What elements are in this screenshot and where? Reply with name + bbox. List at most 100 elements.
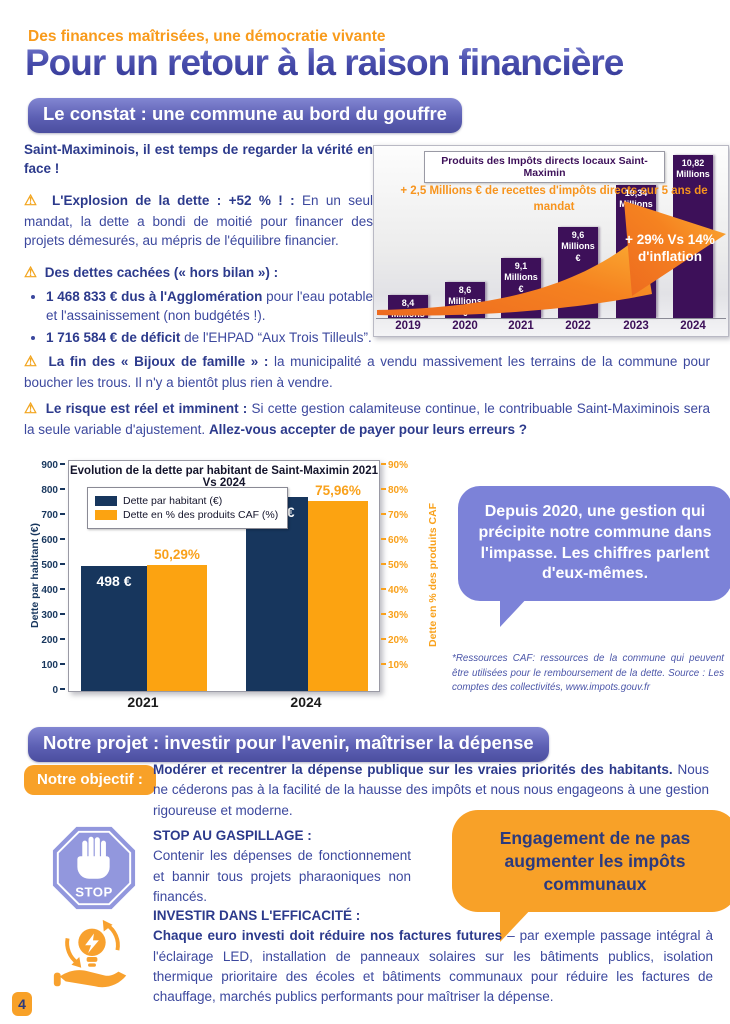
arrow-label-line1: + 29% Vs 14%: [625, 232, 715, 247]
legend-item: Dette par habitant (€): [95, 495, 278, 507]
y-tick-right: 60%: [381, 535, 408, 546]
warning-icon: ⚠: [24, 193, 41, 210]
investir-title: INVESTIR DANS L'EFFICACITÉ :: [153, 908, 361, 923]
bar-value-label: 10,82 Millions: [676, 158, 710, 180]
list-item-ehpad: 1 716 584 € de déficit de l'EHPAD “Aux T…: [46, 328, 373, 347]
bar-2022: 9,6 Millions €: [558, 227, 598, 318]
explosion-body: En un seul mandat, la dette a bondi de m…: [24, 193, 373, 249]
investir-body-paragraph: Chaque euro investi doit réduire nos fac…: [153, 926, 713, 1007]
investir-block: INVESTIR DANS L'EFFICACITÉ : Chaque euro…: [153, 906, 713, 1007]
warning-icon: ⚠: [24, 354, 39, 370]
dettes-lead: Des dettes cachées (« hors bilan ») :: [44, 265, 279, 281]
legend-swatch-orange: [95, 510, 117, 520]
stop-gaspillage-block: STOP AU GASPILLAGE : Contenir les dépens…: [153, 826, 411, 907]
bar-2019: 8,4 Millions €: [388, 295, 428, 331]
page-title: Pour un retour à la raison financière: [25, 42, 624, 83]
x-tick-label: 2022: [565, 320, 591, 332]
y-tick-left: 0: [52, 685, 65, 696]
bar-2021: 9,1 Millions €: [501, 258, 541, 318]
bar-value-label: 9,6 Millions €: [561, 230, 595, 263]
chart-legend: Dette par habitant (€) Dette en % des pr…: [87, 487, 289, 529]
y-tick-right: 50%: [381, 560, 408, 571]
bar-2021-euros: 498 €: [81, 566, 147, 691]
investir-body: – par exemple passage intégral à l'éclai…: [153, 928, 713, 1004]
dettes-lead-paragraph: ⚠ Des dettes cachées (« hors bilan ») :: [24, 263, 373, 284]
chart-bars-area: 498 €50,29%775 €75,96%: [69, 461, 379, 691]
section-header-projet: Notre projet : investir pour l'avenir, m…: [28, 727, 549, 762]
y-axis-left-ticks: 0 100 200 300 400 500 600 700 800 900: [35, 460, 65, 696]
eyebrow-tagline: Des finances maîtrisées, une démocratie …: [28, 28, 386, 45]
x-axis-label-2021: 2021: [127, 694, 159, 710]
x-tick-label: 2024: [680, 320, 706, 332]
y-tick-right: 90%: [381, 460, 408, 471]
arrow-label: + 29% Vs 14% d'inflation: [614, 232, 726, 266]
stop-sign-icon: STOP: [50, 824, 138, 917]
y-tick-left: 800: [41, 485, 65, 496]
y-tick-left: 600: [41, 535, 65, 546]
constat-text-column: Saint-Maximinois, il est temps de regard…: [24, 140, 373, 350]
bullet-bold: 1 468 833 € dus à l'Agglomération: [46, 288, 263, 304]
y-axis-left-label: Dette par habitant (€): [29, 522, 41, 628]
investir-bold: Chaque euro investi doit réduire nos fac…: [153, 928, 503, 944]
chart-dette-habitant: Evolution de la dette par habitant de Sa…: [29, 452, 447, 718]
y-tick-right: 80%: [381, 485, 408, 496]
y-tick-left: 900: [41, 460, 65, 471]
objectif-paragraph: Modérer et recentrer la dépense publique…: [153, 760, 709, 821]
warning-icon: ⚠: [24, 401, 38, 417]
objectif-badge: Notre objectif :: [24, 765, 156, 795]
chart-title: Produits des Impôts directs locaux Saint…: [424, 151, 665, 183]
efficiency-bulb-icon: [48, 912, 136, 1005]
x-tick-label: 2019: [395, 320, 421, 332]
stop-title: STOP AU GASPILLAGE :: [153, 828, 312, 843]
arrow-label-line2: d'inflation: [638, 248, 702, 264]
bar-value-label: 9,1 Millions €: [504, 261, 538, 294]
footnote-caf: *Ressources CAF: ressources de la commun…: [452, 653, 724, 694]
risque-body: Si cette gestion calamiteuse continue, l…: [24, 401, 710, 438]
y-tick-right: 40%: [381, 585, 408, 596]
bullet-rest: de l'EHPAD “Aux Trois Tilleuls”.: [180, 330, 372, 346]
chart-annotation: + 2,5 Millions € de recettes d'impôts di…: [400, 185, 708, 213]
engagement-bubble: Engagement de ne pas augmenter les impôt…: [452, 810, 730, 943]
y-tick-right: 10%: [381, 660, 408, 671]
stop-body: Contenir les dépenses de fonctionnement …: [153, 848, 411, 904]
bar-2024-pct: [308, 501, 368, 691]
legend-swatch-navy: [95, 496, 117, 506]
legend-label: Dette en % des produits CAF (%): [123, 509, 279, 521]
bullet-rest: pour l'eau potable et l'assainissement (…: [46, 288, 373, 323]
bijoux-paragraph: ⚠ La fin des « Bijoux de famille » : la …: [24, 352, 710, 393]
y-axis-right-label: Dette en % des produits CAF: [427, 502, 439, 648]
dettes-list: 1 468 833 € dus à l'Agglomération pour l…: [24, 287, 373, 347]
section-header-constat: Le constat : une commune au bord du gouf…: [28, 98, 462, 133]
bijoux-lead: La fin des « Bijoux de famille » :: [48, 354, 269, 369]
y-tick-right: 20%: [381, 635, 408, 646]
bar-value-label: 498 €: [96, 573, 132, 589]
page-number-badge: 4: [12, 992, 32, 1016]
explosion-lead: L'Explosion de la dette : +52 % ! :: [52, 193, 295, 209]
y-tick-right: 70%: [381, 510, 408, 521]
bar-2021-pct: [147, 565, 207, 691]
warning-icon: ⚠: [24, 265, 37, 282]
objectif-body: Nous ne céderons pas à la facilité de la…: [153, 762, 709, 818]
x-axis-line: [376, 318, 726, 319]
bar-value-label: 50,29%: [154, 547, 200, 562]
y-tick-left: 400: [41, 585, 65, 596]
y-tick-right: 30%: [381, 610, 408, 621]
risque-question: Allez-vous accepter de payer pour leurs …: [208, 422, 528, 438]
bar-value-label: 8,6 Millions €: [448, 285, 482, 318]
bijoux-body: la municipalité a vendu massivement les …: [24, 354, 711, 391]
x-tick-label: 2020: [452, 320, 478, 332]
list-item-agglomeration: 1 468 833 € dus à l'Agglomération pour l…: [46, 287, 373, 325]
chart-title: Evolution de la dette par habitant de Sa…: [69, 465, 378, 489]
bar-2020: 8,6 Millions €: [445, 282, 485, 318]
chart-impots-directs: 8,4 Millions € 8,6 Millions € 9,1 Millions € 9…: [373, 145, 729, 337]
risque-paragraph: ⚠ Le risque est réel et imminent : Si ce…: [24, 399, 710, 440]
bar-value-label: 75,96%: [315, 483, 361, 498]
y-tick-left: 300: [41, 610, 65, 621]
risque-lead: Le risque est réel et imminent :: [45, 401, 248, 416]
stop-icon-label: STOP: [75, 884, 113, 899]
y-tick-left: 200: [41, 635, 65, 646]
y-tick-left: 700: [41, 510, 65, 521]
plot-frame: Evolution de la dette par habitant de Sa…: [68, 460, 380, 692]
y-tick-left: 100: [41, 660, 65, 671]
intro-text: Saint-Maximinois, il est temps de regard…: [24, 142, 373, 177]
